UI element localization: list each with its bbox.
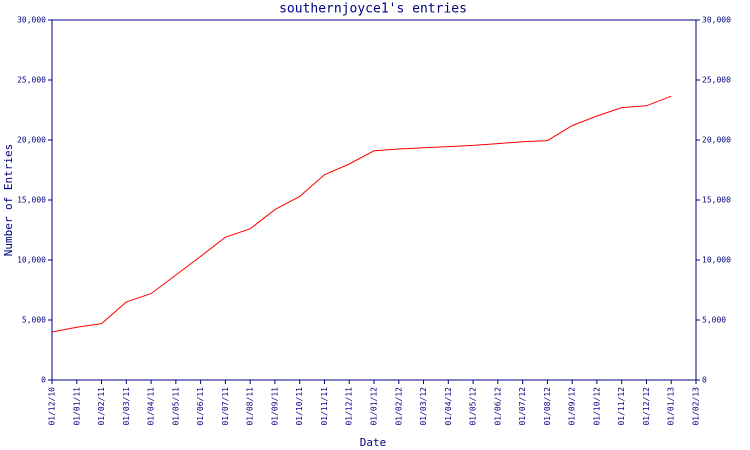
y-tick-label: 5,000 — [22, 316, 46, 325]
y2-tick-label: 30,000 — [702, 16, 731, 25]
x-tick-label: 01/12/10 — [48, 387, 57, 426]
y-tick-label: 10,000 — [17, 256, 46, 265]
y-tick-label: 15,000 — [17, 196, 46, 205]
y-tick-label: 30,000 — [17, 16, 46, 25]
x-axis-label: Date — [360, 436, 387, 449]
y2-tick-label: 5,000 — [702, 316, 726, 325]
x-tick-label: 01/11/12 — [617, 387, 626, 426]
x-tick-label: 01/07/12 — [518, 387, 527, 426]
x-tick-label: 01/07/11 — [221, 387, 230, 426]
data-line — [51, 95, 672, 333]
x-tick-label: 01/10/11 — [295, 387, 304, 426]
x-tick-label: 01/06/11 — [196, 387, 205, 426]
y-tick-label: 0 — [41, 376, 46, 385]
x-tick-label: 01/01/12 — [370, 387, 379, 426]
x-tick-label: 01/03/12 — [419, 387, 428, 426]
y2-tick-label: 10,000 — [702, 256, 731, 265]
x-tick-label: 01/02/13 — [692, 387, 701, 426]
x-tick-label: 01/08/12 — [543, 387, 552, 426]
y2-tick-label: 0 — [702, 376, 707, 385]
x-tick-label: 01/01/11 — [72, 387, 81, 426]
x-tick-label: 01/06/12 — [493, 387, 502, 426]
y-tick-label: 25,000 — [17, 76, 46, 85]
x-tick-label: 01/04/12 — [444, 387, 453, 426]
x-tick-label: 01/12/11 — [345, 387, 354, 426]
y-axis-label: Number of Entries — [2, 144, 15, 257]
y2-tick-label: 25,000 — [702, 76, 731, 85]
x-tick-label: 01/05/12 — [469, 387, 478, 426]
x-tick-label: 01/01/13 — [667, 387, 676, 426]
x-tick-label: 01/05/11 — [171, 387, 180, 426]
x-tick-label: 01/02/11 — [97, 387, 106, 426]
x-tick-label: 01/02/12 — [394, 387, 403, 426]
y2-tick-label: 15,000 — [702, 196, 731, 205]
x-tick-label: 01/10/12 — [592, 387, 601, 426]
y-tick-label: 20,000 — [17, 136, 46, 145]
x-tick-label: 01/11/11 — [320, 387, 329, 426]
x-tick-label: 01/04/11 — [147, 387, 156, 426]
x-tick-label: 01/09/12 — [568, 387, 577, 426]
x-tick-label: 01/08/11 — [246, 387, 255, 426]
x-tick-label: 01/03/11 — [122, 387, 131, 426]
x-tick-label: 01/12/12 — [642, 387, 651, 426]
y2-tick-label: 20,000 — [702, 136, 731, 145]
x-tick-label: 01/09/11 — [270, 387, 279, 426]
chart-title: southernjoyce1's entries — [279, 2, 467, 17]
